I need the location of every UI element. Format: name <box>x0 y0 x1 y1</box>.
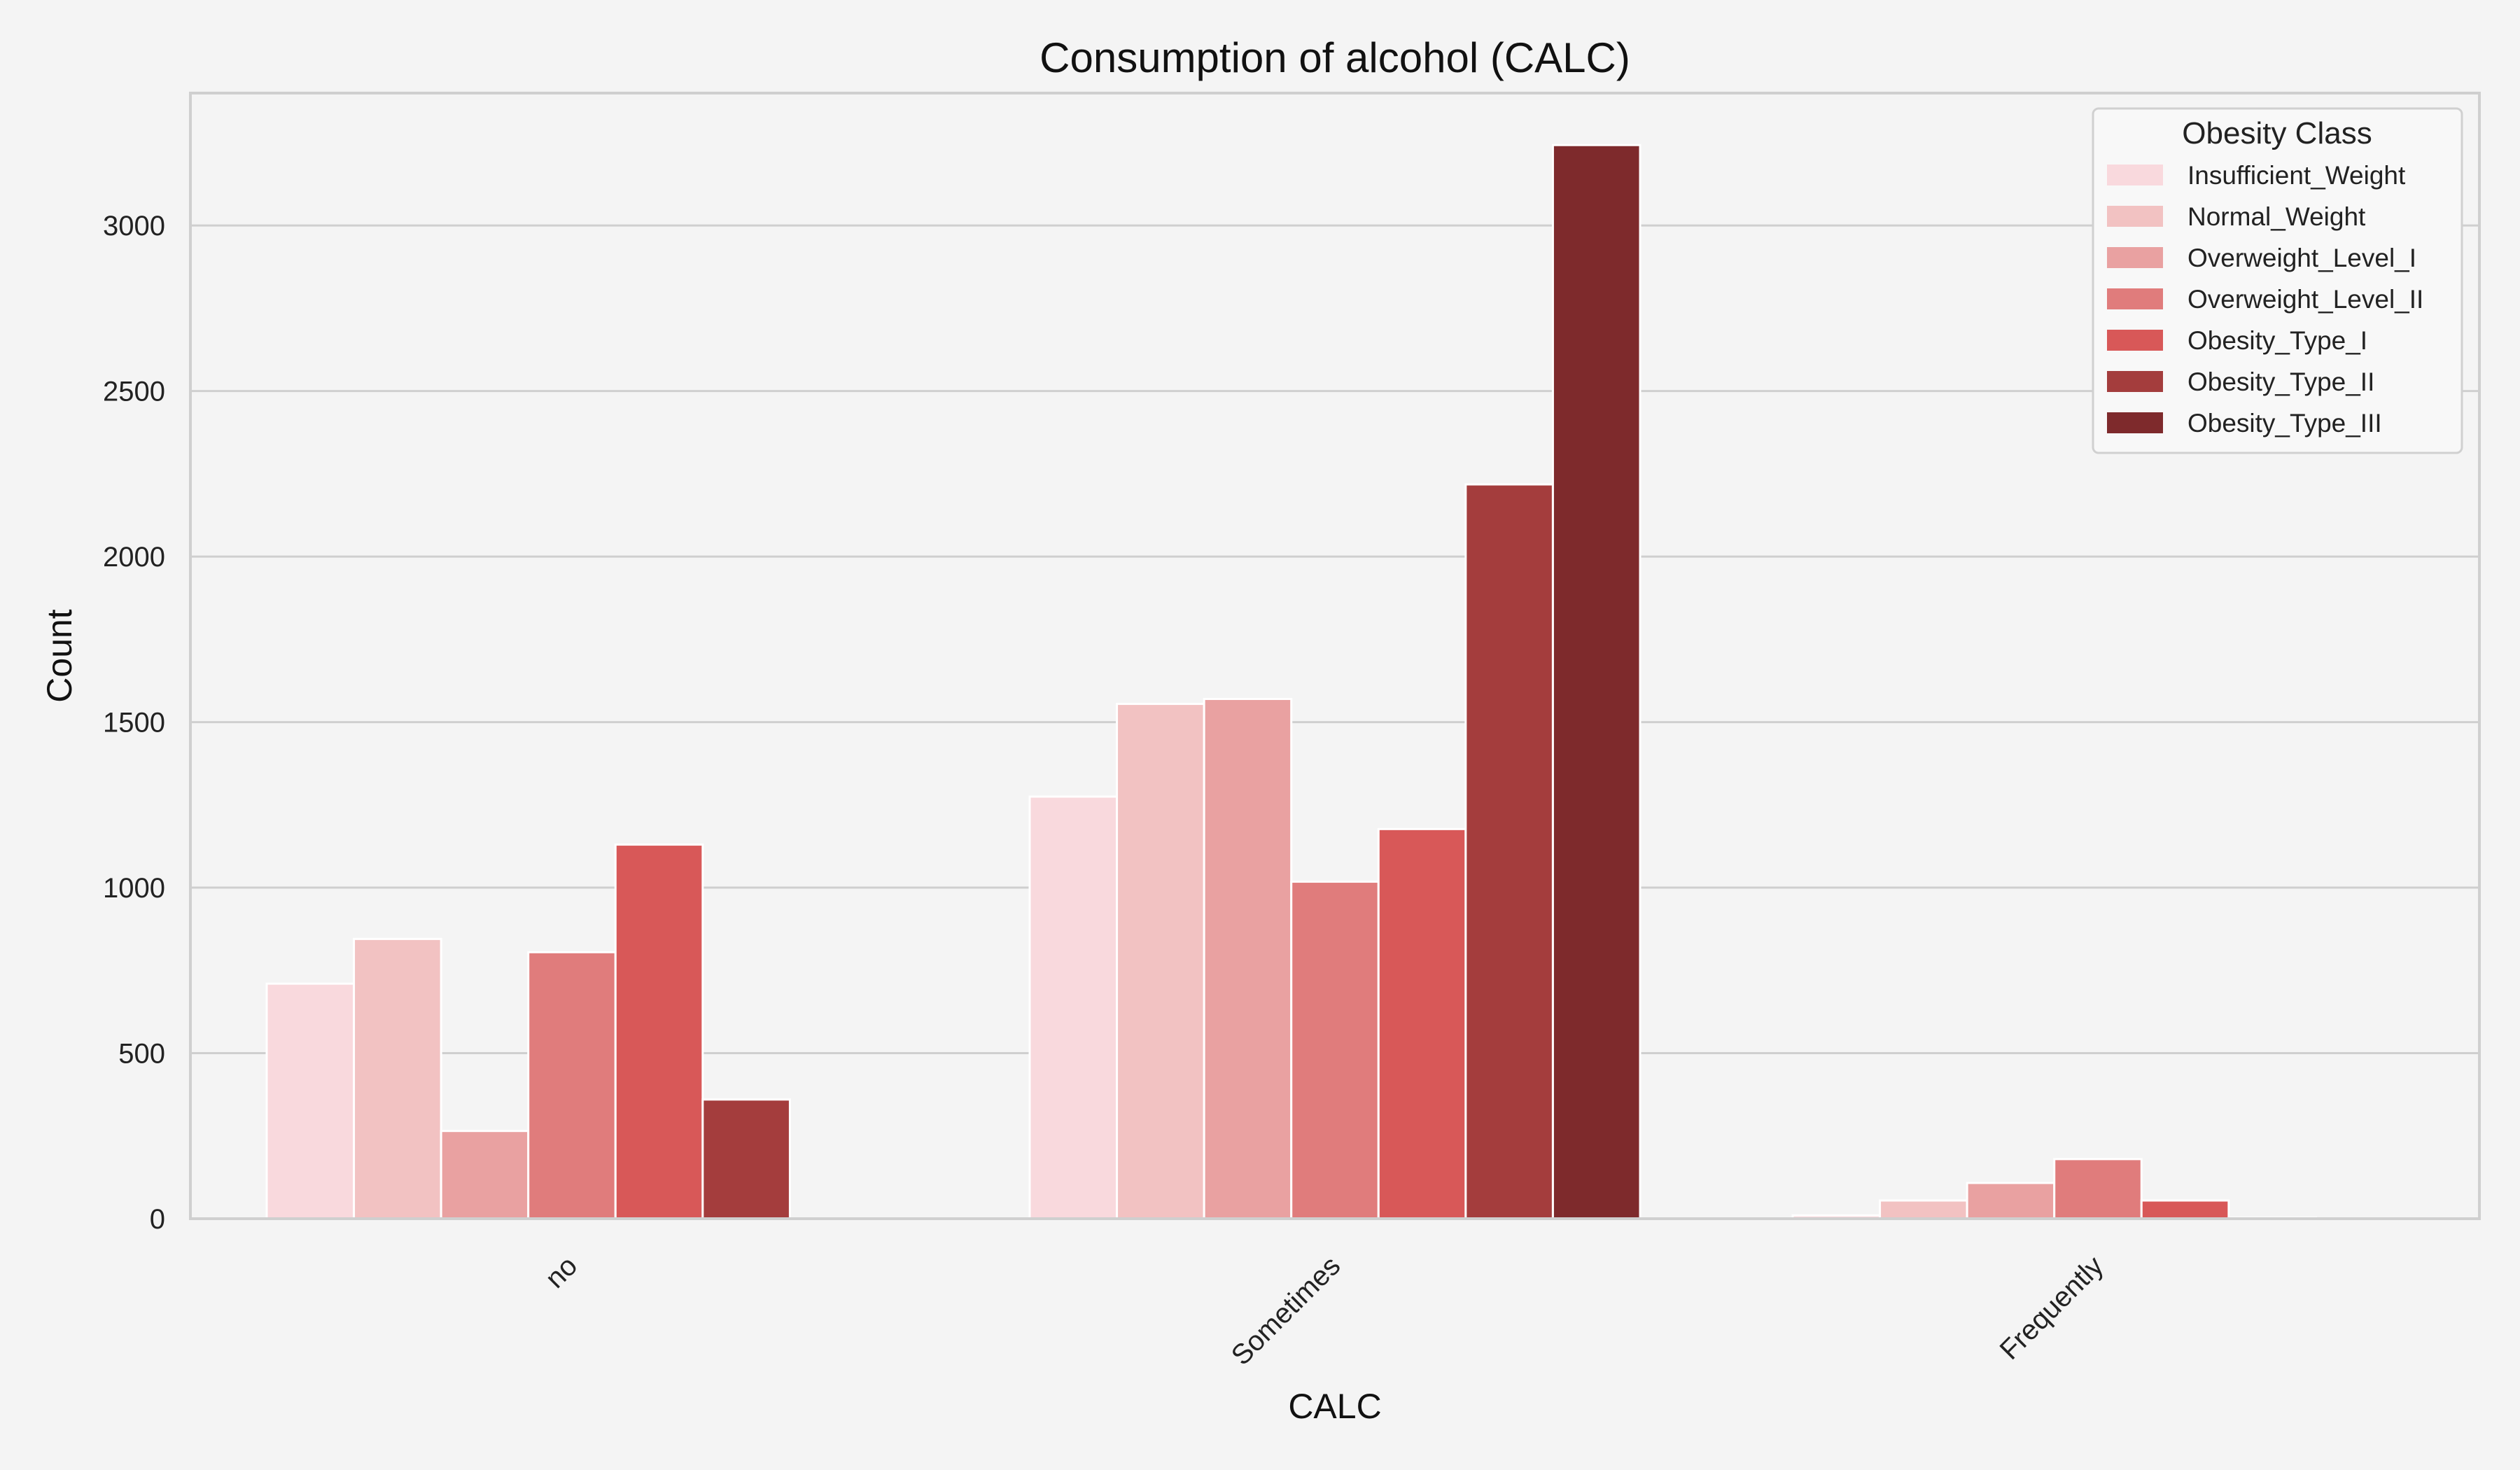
y-tick-label: 1500 <box>103 708 165 738</box>
legend-swatch <box>2107 412 2163 433</box>
bar-normal-weight-frequently <box>1879 1199 1968 1220</box>
y-tick-label: 0 <box>150 1204 165 1235</box>
legend-swatch <box>2107 206 2163 227</box>
bar-obesity-type-i-no <box>614 844 704 1220</box>
legend-swatch <box>2107 288 2163 309</box>
bar-insufficient-weight-no <box>265 982 356 1220</box>
legend-label: Obesity_Type_I <box>2188 326 2367 355</box>
x-axis-label: CALC <box>1288 1387 1381 1426</box>
y-tick-labels: 0 500 1000 1500 2000 2500 3000 <box>103 211 165 1235</box>
bar-obesity-type-ii-sometimes <box>1464 483 1554 1220</box>
legend-title: Obesity Class <box>2182 116 2372 150</box>
legend-swatch <box>2107 164 2163 186</box>
y-tick-label: 1000 <box>103 873 165 904</box>
y-tick-label: 500 <box>118 1039 165 1070</box>
legend-label: Overweight_Level_I <box>2188 244 2416 272</box>
legend-label: Obesity_Type_III <box>2188 409 2382 438</box>
legend-swatch <box>2107 247 2163 268</box>
legend-swatch <box>2107 330 2163 351</box>
y-axis-label: Count <box>40 609 79 703</box>
bar-normal-weight-no <box>353 937 442 1220</box>
bar-overweight-level-ii-no <box>527 951 617 1220</box>
y-tick-label: 3000 <box>103 211 165 241</box>
y-tick-label: 2000 <box>103 542 165 573</box>
legend-swatch <box>2107 371 2163 392</box>
bar-overweight-level-i-no <box>440 1130 530 1220</box>
legend-label: Overweight_Level_II <box>2188 285 2423 314</box>
legend: Obesity Class Insufficient_Weight Normal_… <box>2092 107 2463 454</box>
chart-title: Consumption of alcohol (CALC) <box>1040 34 1630 81</box>
bar-overweight-level-i-frequently <box>1966 1182 2056 1220</box>
legend-box <box>2092 107 2463 454</box>
bar-overweight-level-ii-frequently <box>2053 1158 2143 1220</box>
bar-normal-weight-sometimes <box>1116 703 1205 1220</box>
legend-label: Obesity_Type_II <box>2188 368 2374 396</box>
bar-overweight-level-ii-sometimes <box>1290 881 1380 1220</box>
bars <box>265 144 2404 1220</box>
bar-overweight-level-i-sometimes <box>1203 697 1293 1220</box>
y-tick-label: 2500 <box>103 377 165 407</box>
legend-items: Insufficient_Weight Normal_Weight Overweig… <box>2107 161 2423 438</box>
bar-obesity-type-i-frequently <box>2140 1199 2230 1220</box>
plot-frame <box>189 92 2481 1220</box>
bar-obesity-type-i-sometimes <box>1377 827 1467 1220</box>
bar-obesity-type-ii-no <box>701 1098 791 1220</box>
legend-label: Insufficient_Weight <box>2188 161 2406 190</box>
bar-insufficient-weight-sometimes <box>1028 795 1119 1220</box>
bar-obesity-type-iii-sometimes <box>1551 144 1642 1220</box>
legend-label: Normal_Weight <box>2188 202 2366 231</box>
